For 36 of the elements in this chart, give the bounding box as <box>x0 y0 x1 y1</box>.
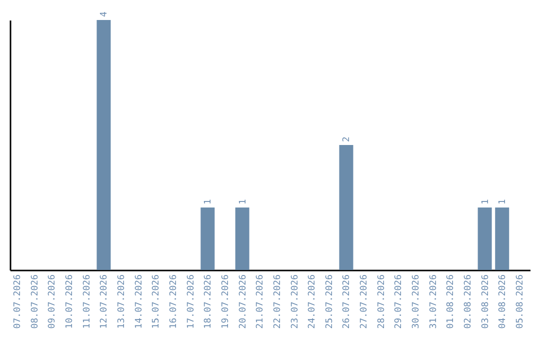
data-label: 1 <box>498 199 508 204</box>
data-label: 4 <box>100 12 110 17</box>
x-tick-label: 18.07.2026 <box>204 274 214 329</box>
data-label: 2 <box>342 136 352 142</box>
x-tick-label: 28.07.2026 <box>376 274 387 329</box>
x-tick-label: 03.08.2026 <box>480 274 491 329</box>
x-tick-label: 22.07.2026 <box>272 274 283 329</box>
x-tick-label: 09.07.2026 <box>48 274 58 329</box>
x-tick-label: 11.07.2026 <box>82 274 92 329</box>
x-tick-label: 23.07.2026 <box>290 274 300 329</box>
x-tick-label: 16.07.2026 <box>169 274 179 329</box>
data-label: 1 <box>480 199 491 204</box>
data-label: 1 <box>204 199 214 204</box>
x-tick-label: 29.07.2026 <box>394 274 404 329</box>
x-tick-label: 01.08.2026 <box>446 274 456 329</box>
x-tick-label: 17.07.2026 <box>186 274 196 329</box>
x-tick-label: 15.07.2026 <box>152 274 162 329</box>
data-label: 1 <box>238 199 248 204</box>
x-tick-label: 05.08.2026 <box>515 274 526 329</box>
x-tick-label: 24.07.2026 <box>308 274 318 329</box>
x-tick-label: 31.07.2026 <box>428 274 439 329</box>
x-tick-label: 10.07.2026 <box>65 274 76 329</box>
x-tick-label: 25.07.2026 <box>324 274 335 329</box>
x-tick-label: 20.07.2026 <box>238 274 248 329</box>
x-tick-label: 14.07.2026 <box>134 274 144 329</box>
x-tick-label: 12.07.2026 <box>100 274 110 329</box>
x-tick-label: 08.07.2026 <box>30 274 40 329</box>
x-tick-label: 13.07.2026 <box>117 274 128 329</box>
x-tick-label: 27.07.2026 <box>360 274 370 329</box>
x-tick-label: 30.07.2026 <box>412 274 422 329</box>
x-tick-label: 02.08.2026 <box>463 274 474 329</box>
x-tick-label: 07.07.2026 <box>13 274 24 329</box>
x-tick-label: 26.07.2026 <box>342 274 352 329</box>
x-tick-label: 21.07.2026 <box>256 274 266 329</box>
x-tick-label: 19.07.2026 <box>220 274 231 329</box>
x-tick-label: 04.08.2026 <box>498 274 508 329</box>
